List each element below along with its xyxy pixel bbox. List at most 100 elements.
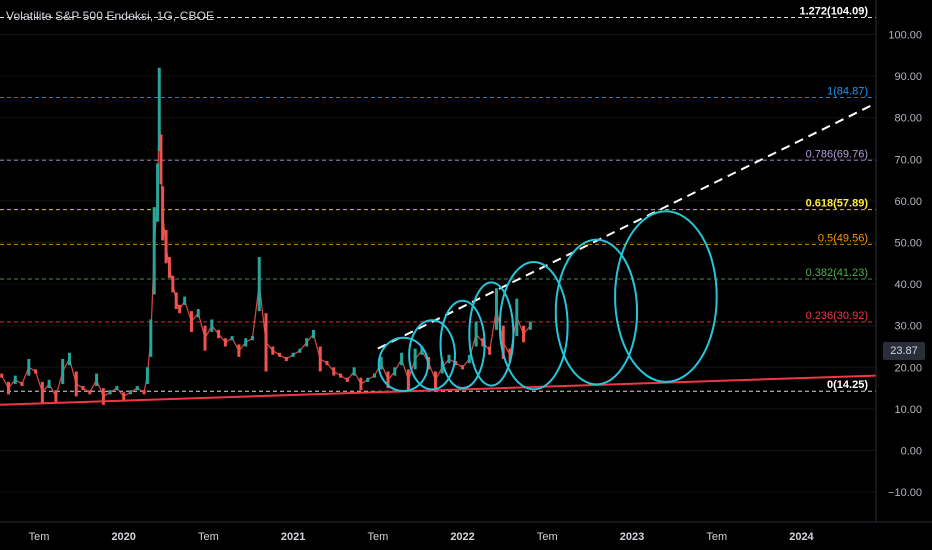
price-bar-9: [61, 358, 65, 384]
price-bar-40: [223, 338, 227, 347]
price-bar-15: [101, 388, 105, 405]
price-bar-64: [386, 371, 390, 389]
price-bar-57: [339, 373, 343, 378]
price-bar-32: [174, 292, 178, 310]
price-bar-72: [440, 361, 444, 374]
price-bar-42: [237, 344, 241, 357]
price-bar-62: [372, 373, 376, 378]
price-bar-59: [352, 367, 356, 376]
price-bar-37: [203, 325, 207, 351]
price-tick-label-5: 60.00: [894, 196, 922, 208]
price-bar-84: [522, 325, 526, 343]
price-bar-46: [264, 313, 268, 372]
price-bar-79: [488, 346, 492, 355]
cycle-ellipse-5: [554, 238, 639, 386]
price-bar-55: [325, 361, 329, 366]
price-bar-24: [152, 207, 156, 295]
current-price-badge: 23.87: [883, 342, 925, 361]
price-bar-13: [88, 390, 92, 395]
time-tick-label-0: Tem: [29, 531, 50, 543]
price-bar-60: [359, 377, 363, 391]
fibonacci-levels: [0, 16, 876, 392]
price-bar-38: [210, 319, 214, 332]
time-tick-label-1: 2020: [111, 531, 135, 543]
time-tick-label-2: Tem: [198, 531, 219, 543]
time-tick-label-5: 2022: [450, 531, 474, 543]
cycle-ellipse-1: [408, 319, 456, 391]
price-bar-18: [122, 392, 126, 401]
time-axis-background: [0, 522, 932, 550]
price-bar-56: [332, 367, 336, 376]
price-bar-41: [230, 336, 234, 341]
time-tick-label-4: Tem: [367, 531, 388, 543]
fibonacci-labels: 1.272(104.09) 1(84.87) 0.786(69.76) 0.618(5…: [800, 5, 869, 391]
price-bar-28: [161, 186, 165, 241]
price-bar-11: [74, 371, 78, 397]
price-bar-74: [454, 361, 458, 366]
time-tick-label-9: 2024: [789, 531, 814, 543]
price-bar-48: [278, 352, 282, 357]
price-tick-label-10: 10.00: [894, 404, 922, 416]
price-bar-3: [20, 381, 24, 387]
price-bar-71: [433, 371, 437, 389]
price-tick-label-4: 70.00: [894, 154, 922, 166]
price-tick-label-3: 80.00: [894, 113, 922, 125]
cycle-ellipse-0: [377, 336, 429, 393]
price-bar-58: [345, 377, 349, 382]
fib-label-1: 1(84.87): [827, 85, 868, 97]
price-bar-6: [40, 381, 44, 403]
price-tick-label-12: −10.00: [888, 487, 922, 499]
price-bar-34: [183, 296, 187, 305]
support-trend-line: [0, 374, 877, 406]
price-bar-14: [95, 373, 99, 387]
price-bar-33: [178, 304, 182, 314]
price-bar-83: [515, 298, 519, 337]
time-tick-label-8: Tem: [706, 531, 727, 543]
price-bar-63: [379, 356, 383, 370]
price-bar-69: [420, 346, 424, 355]
price-bar-16: [108, 390, 112, 395]
price-axis-background: [876, 0, 932, 550]
price-bar-22: [145, 367, 149, 384]
cycle-ellipse-6: [614, 210, 718, 383]
price-bar-4: [27, 358, 31, 376]
price-bar-47: [271, 346, 275, 355]
time-tick-label-3: 2021: [281, 531, 305, 543]
price-tick-label-2: 90.00: [894, 71, 922, 83]
fib-label-5: 0.382(41.23): [806, 267, 868, 279]
price-bar-35: [189, 311, 193, 332]
price-bar-39: [217, 329, 221, 339]
price-bar-7: [47, 379, 51, 389]
price-bar-31: [171, 275, 175, 293]
time-tick-label-6: Tem: [537, 531, 558, 543]
price-bar-51: [298, 348, 302, 353]
price-bar-23: [149, 319, 153, 357]
price-bar-65: [393, 367, 397, 376]
cycle-ellipse-3: [468, 281, 515, 387]
fib-label-3: 0.618(57.89): [806, 198, 869, 210]
fib-label-2: 0.786(69.76): [806, 148, 868, 160]
cycle-ellipses: [377, 210, 718, 393]
price-bar-2: [13, 375, 17, 384]
price-bar-36: [196, 309, 200, 318]
time-tick-label-7: 2023: [620, 531, 644, 543]
price-bar-45: [257, 257, 261, 312]
price-bar-54: [318, 346, 322, 372]
price-axis[interactable]: 110.00100.0090.0080.0070.0060.0050.0040.…: [875, 0, 932, 550]
price-bar-52: [305, 338, 309, 347]
price-bar-25: [156, 163, 160, 222]
trend-lines: [0, 102, 877, 406]
price-bar-77: [474, 321, 478, 347]
price-bar-81: [501, 325, 505, 359]
price-bar-20: [135, 386, 139, 391]
time-axis[interactable]: Tem 2020 Tem 2021 Tem 2022 Tem 2023 Tem 2024: [0, 521, 932, 550]
price-bar-50: [291, 352, 295, 357]
chart-title: Volatilite S&P 500 Endeksi, 1G, CBOE: [6, 9, 215, 23]
price-bar-44: [250, 336, 254, 341]
price-bar-78: [481, 338, 485, 347]
price-bar-10: [67, 352, 71, 366]
price-bar-66: [400, 352, 404, 366]
price-bar-68: [413, 348, 417, 370]
price-bar-0: [0, 373, 4, 378]
